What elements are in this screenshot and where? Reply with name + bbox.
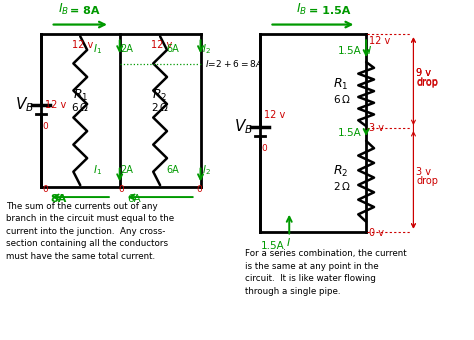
Text: drop: drop: [417, 77, 438, 87]
Text: 12 v: 12 v: [72, 40, 93, 50]
Text: $R_1$: $R_1$: [73, 87, 88, 103]
Text: $I_B$: $I_B$: [296, 2, 307, 17]
Text: 2A: 2A: [121, 165, 134, 175]
Text: $6\,\Omega$: $6\,\Omega$: [333, 93, 350, 105]
Text: $R_2$: $R_2$: [153, 87, 168, 103]
Text: 8A: 8A: [51, 194, 67, 204]
Text: 0 v: 0 v: [369, 228, 384, 238]
Text: I: I: [286, 238, 290, 248]
Text: drop: drop: [417, 78, 438, 88]
Text: $2\,\Omega$: $2\,\Omega$: [333, 180, 350, 192]
Text: 1.5A: 1.5A: [261, 241, 284, 251]
Text: $I_1$: $I_1$: [93, 42, 102, 56]
Text: 6A: 6A: [166, 44, 179, 54]
Text: $I_B$: $I_B$: [57, 2, 69, 17]
Text: = 1.5A: = 1.5A: [309, 6, 350, 16]
Text: 2A: 2A: [121, 44, 134, 54]
Text: $R_1$: $R_1$: [333, 77, 348, 92]
Text: $I_1$: $I_1$: [93, 164, 102, 177]
Text: $V_B$: $V_B$: [15, 96, 34, 114]
Text: 12 v: 12 v: [45, 100, 66, 110]
Text: 0: 0: [43, 122, 48, 131]
Text: 6A: 6A: [166, 165, 179, 175]
Text: = 8A: = 8A: [71, 6, 100, 16]
Text: $I_2$: $I_2$: [202, 164, 211, 177]
Text: $I_2$: $I_2$: [202, 42, 211, 56]
Text: For a series combination, the current
is the same at any point in the
circuit.  : For a series combination, the current is…: [245, 249, 407, 296]
Text: 3 v: 3 v: [369, 123, 384, 133]
Text: The sum of the currents out of any
branch in the circuit must equal to the
curre: The sum of the currents out of any branc…: [6, 202, 174, 261]
Text: 12 v: 12 v: [369, 36, 391, 46]
Text: 1.5A: 1.5A: [337, 128, 361, 138]
Text: $2\,\Omega$: $2\,\Omega$: [151, 101, 169, 113]
Text: 9 v: 9 v: [417, 68, 431, 78]
Text: $V_B$: $V_B$: [234, 118, 253, 136]
Text: $R_2$: $R_2$: [333, 164, 348, 180]
Text: 6A: 6A: [128, 194, 141, 204]
Text: 12 v: 12 v: [264, 110, 285, 120]
Text: $I\!=\!2+6=8A$: $I\!=\!2+6=8A$: [205, 58, 263, 69]
Text: 0: 0: [43, 185, 48, 194]
Text: 12 v: 12 v: [152, 40, 173, 50]
Text: $6\,\Omega$: $6\,\Omega$: [72, 101, 89, 113]
Text: 0: 0: [197, 185, 202, 194]
Text: I: I: [368, 46, 371, 56]
Text: 1.5A: 1.5A: [337, 46, 361, 56]
Text: 0: 0: [262, 144, 267, 153]
Text: 0: 0: [118, 185, 125, 194]
Text: 3 v: 3 v: [417, 167, 431, 177]
Text: 9 v: 9 v: [417, 68, 431, 78]
Text: drop: drop: [417, 176, 438, 186]
